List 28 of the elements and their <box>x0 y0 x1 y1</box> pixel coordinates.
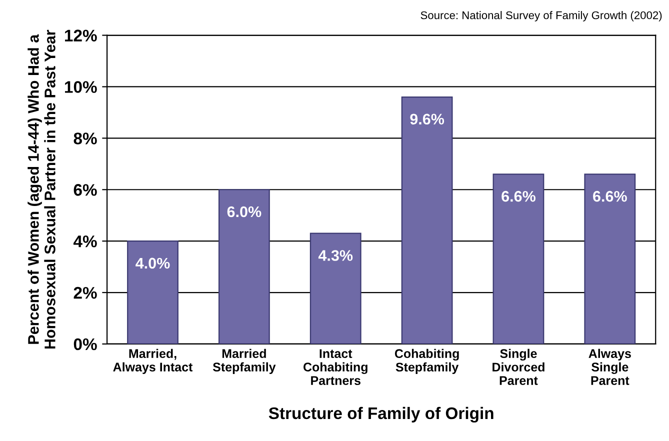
data-label: 9.6% <box>410 114 444 125</box>
x-tick-label: Married Stepfamily <box>212 348 276 374</box>
data-label: 4.0% <box>136 258 170 269</box>
x-tick-label: Single Divorced Parent <box>492 348 544 386</box>
data-label: 6.6% <box>593 190 627 202</box>
x-axis-title: Structure of Family of Origin <box>268 406 494 423</box>
y-tick-label: 2% <box>74 286 97 299</box>
data-label: 6.0% <box>227 206 262 218</box>
y-tick-label: 6% <box>74 184 97 196</box>
bar <box>584 174 636 344</box>
bar <box>310 232 362 344</box>
y-axis-title: Percent of Women (aged 14-44) Who Had a Homosexual Sexual Partner in the Past Year <box>28 30 56 349</box>
bar <box>401 96 453 344</box>
x-tick-label: Always Single Parent <box>588 348 631 386</box>
source-note: Source: National Survey of Family Growth (2002) <box>420 11 662 22</box>
x-tick-label: Intact Cohabiting Partners <box>304 349 368 386</box>
data-label: 6.6% <box>502 190 536 202</box>
x-tick-label: Cohabiting Stepfamily <box>394 348 459 374</box>
y-tick-label: 10% <box>65 81 97 93</box>
x-tick-label: Married, Always Intact <box>113 348 193 374</box>
bar <box>218 189 270 344</box>
bar <box>492 174 544 344</box>
y-tick-label: 0% <box>74 338 97 350</box>
y-tick-label: 12% <box>65 30 97 42</box>
data-label: 4.3% <box>318 250 353 261</box>
y-tick-label: 8% <box>74 132 97 144</box>
y-tick-label: 4% <box>73 236 97 248</box>
bar <box>127 240 178 344</box>
